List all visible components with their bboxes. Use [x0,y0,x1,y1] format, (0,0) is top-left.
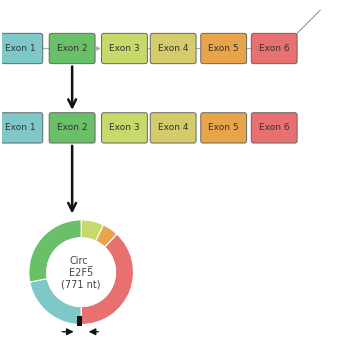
Text: Exon 6: Exon 6 [259,44,289,53]
Text: Exon 4: Exon 4 [158,44,189,53]
Wedge shape [96,225,117,247]
FancyBboxPatch shape [150,113,196,143]
Text: Exon 2: Exon 2 [57,123,87,132]
FancyBboxPatch shape [0,33,43,64]
Text: Exon 3: Exon 3 [109,123,140,132]
FancyBboxPatch shape [150,33,196,64]
Wedge shape [30,278,81,325]
Wedge shape [81,220,103,241]
Text: Circ_
E2F5
(771 nt): Circ_ E2F5 (771 nt) [62,255,101,289]
Text: Exon 4: Exon 4 [158,123,189,132]
Circle shape [47,238,115,306]
FancyBboxPatch shape [102,113,147,143]
FancyBboxPatch shape [251,33,297,64]
FancyBboxPatch shape [102,33,147,64]
FancyBboxPatch shape [49,33,95,64]
Text: Exon 3: Exon 3 [109,44,140,53]
Text: Exon 6: Exon 6 [259,123,289,132]
Text: Exon 1: Exon 1 [4,123,35,132]
Text: Exon 2: Exon 2 [57,44,87,53]
FancyBboxPatch shape [49,113,95,143]
Wedge shape [29,220,81,282]
FancyBboxPatch shape [251,113,297,143]
Bar [77,316,82,326]
FancyBboxPatch shape [0,113,43,143]
Text: Exon 1: Exon 1 [4,44,35,53]
FancyBboxPatch shape [201,33,246,64]
FancyBboxPatch shape [201,113,246,143]
Text: Exon 5: Exon 5 [208,44,239,53]
Wedge shape [81,234,134,325]
Text: Exon 5: Exon 5 [208,123,239,132]
